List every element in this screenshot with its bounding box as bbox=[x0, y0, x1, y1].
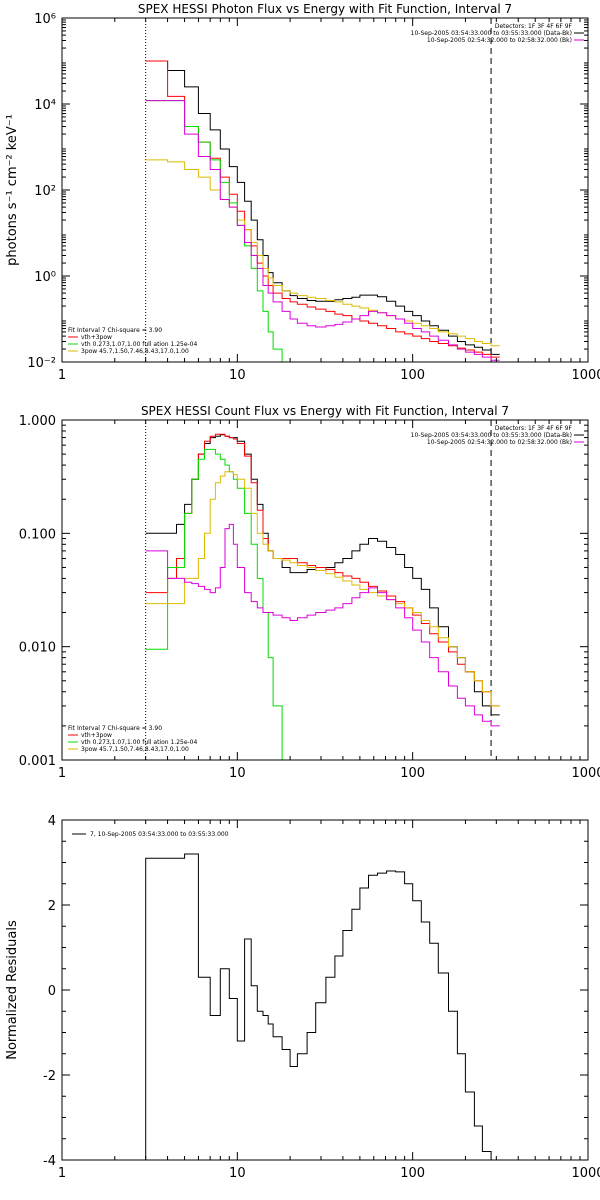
x-tick-label: 100 bbox=[400, 1166, 425, 1181]
series-line-3pow bbox=[145, 471, 500, 707]
x-tick-label: 1 bbox=[58, 766, 66, 781]
y-tick-label: 1.000 bbox=[19, 414, 56, 429]
series-line-vth bbox=[145, 100, 291, 362]
x-tick-label: 1 bbox=[58, 368, 66, 383]
series-line-7-10-sep-2005-03-54-33-000-to-03-55-33-000 bbox=[145, 853, 500, 1160]
legend-entry: 10-Sep-2005 02:54:32.000 to 02:58:32.000… bbox=[427, 439, 572, 446]
y-tick-label: 10⁻² bbox=[27, 356, 56, 371]
legend-entry: 3pow 45.7,1.50,7.46,8.43,17.0,1.00 bbox=[81, 348, 189, 355]
legend-entry: 3pow 45.7,1.50,7.46,8.43,17.0,1.00 bbox=[81, 746, 189, 753]
y-tick-label: 4 bbox=[48, 814, 56, 829]
y-axis-label: photons s⁻¹ cm⁻² keV⁻¹ bbox=[5, 114, 20, 266]
series-line-data-bk bbox=[145, 60, 500, 355]
legend-entry: Fit Interval 7 Chi-square = 3.90 bbox=[68, 725, 162, 732]
legend-entry: Fit Interval 7 Chi-square = 3.90 bbox=[68, 327, 162, 334]
axes-frame bbox=[61, 419, 589, 761]
y-tick-label: 10⁴ bbox=[34, 98, 56, 113]
legend-entry: Detectors: 1F 3F 4F 6F 9F bbox=[495, 425, 573, 432]
x-tick-label: 10 bbox=[229, 766, 246, 781]
y-tick-label: 10⁰ bbox=[34, 270, 56, 285]
x-tick-label: 1 bbox=[58, 1166, 66, 1181]
axes-frame bbox=[61, 17, 589, 363]
x-tick-label: 10 bbox=[229, 1166, 246, 1181]
series-line-vth-3pow bbox=[145, 433, 500, 707]
chart-title: SPEX HESSI Count Flux vs Energy with Fit… bbox=[141, 404, 509, 418]
legend-entry: vth 0.273,1.07,1.00 full ation 1.25e-04 bbox=[81, 341, 197, 348]
y-tick-label: 0.010 bbox=[19, 641, 56, 656]
legend-entry: 7, 10-Sep-2005 03:54:33.000 to 03:55:33.… bbox=[90, 831, 229, 838]
y-axis-label: Normalized Residuals bbox=[5, 920, 20, 1060]
series-line-data-bk bbox=[145, 434, 500, 716]
legend-entry: 10-Sep-2005 02:54:32.000 to 02:58:32.000… bbox=[427, 37, 572, 44]
series-line-bk bbox=[145, 100, 500, 361]
chart-title: SPEX HESSI Photon Flux vs Energy with Fi… bbox=[138, 2, 512, 16]
series-line-vth bbox=[145, 448, 291, 760]
axes-frame bbox=[61, 819, 589, 1161]
y-tick-label: 10⁶ bbox=[34, 12, 56, 27]
count-flux-panel: SPEX HESSI Count Flux vs Energy with Fit… bbox=[19, 404, 600, 781]
y-tick-label: -2 bbox=[43, 1069, 56, 1084]
x-tick-label: 100 bbox=[400, 766, 425, 781]
series-line-bk bbox=[145, 523, 500, 727]
x-tick-label: 10 bbox=[229, 368, 246, 383]
y-tick-label: -4 bbox=[43, 1154, 56, 1169]
legend-entry: vth+3pow bbox=[81, 334, 112, 341]
series-line-3pow bbox=[145, 159, 500, 347]
y-tick-label: 0.001 bbox=[19, 754, 56, 769]
y-tick-label: 0 bbox=[48, 984, 56, 999]
legend-entry: 10-Sep-2005 03:54:33.000 to 03:55:33.000… bbox=[411, 30, 572, 37]
legend-entry: 10-Sep-2005 03:54:33.000 to 03:55:33.000… bbox=[411, 432, 572, 439]
legend-entry: vth 0.273,1.07,1.00 full ation 1.25e-04 bbox=[81, 739, 197, 746]
y-tick-label: 0.100 bbox=[19, 527, 56, 542]
legend-entry: Detectors: 1F 3F 4F 6F 9F bbox=[495, 23, 573, 30]
x-tick-label: 100 bbox=[400, 368, 425, 383]
photon-flux-panel: SPEX HESSI Photon Flux vs Energy with Fi… bbox=[5, 2, 600, 383]
series-line-vth-3pow bbox=[145, 60, 500, 358]
y-tick-label: 10² bbox=[34, 184, 56, 199]
y-tick-label: 2 bbox=[48, 899, 56, 914]
legend-entry: vth+3pow bbox=[81, 732, 112, 739]
